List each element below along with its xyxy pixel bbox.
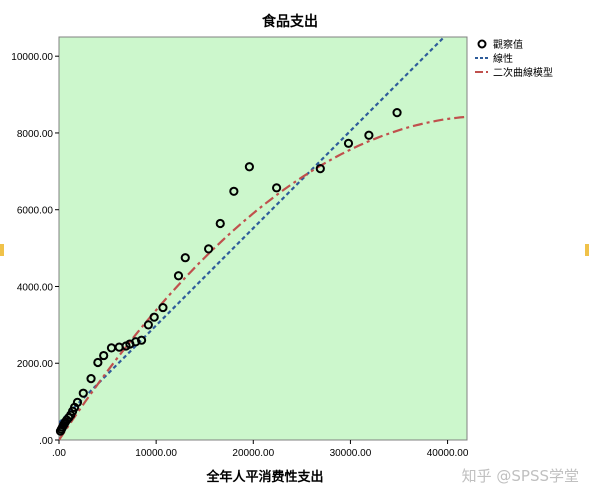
y-tick-label: 10000.00 [11,52,53,63]
data-point [149,312,159,322]
data-point [272,183,282,193]
legend-observed-marker [477,39,487,49]
linear-fit-line [59,37,446,424]
x-tick-label: 30000.00 [330,448,372,459]
data-point [392,108,402,118]
data-point [72,397,83,407]
legend-quadratic-label: 二次曲線模型 [493,66,553,79]
x-axis-label: 全年人平消费性支出 [205,469,323,485]
axes: .00 2000.00 4000.00 6000.00 8000.00 10000.00.… [11,52,469,459]
data-point [315,164,325,174]
edge-marker-left [0,244,4,256]
y-tick-label: 2000.00 [17,359,54,370]
y-tick-label: 4000.00 [17,282,54,293]
legend: 觀察值 線性 二次曲線模型 [475,38,553,79]
y-tick-label: .00 [39,436,53,447]
data-point [93,357,103,368]
x-tick-label: 20000.00 [232,448,274,459]
data-point [364,130,374,140]
legend-linear-label: 線性 [493,52,513,65]
data-point [180,253,190,263]
watermark: 知乎 @SPSS学堂 [461,467,579,485]
plot-area [58,36,468,441]
data-point [229,186,239,196]
edge-marker-right [585,244,589,256]
y-tick-label: 8000.00 [17,129,54,140]
data-points [55,108,402,436]
data-point [99,350,109,361]
data-point [143,320,153,330]
quadratic-fit-line [59,115,467,440]
data-point [136,335,147,345]
data-point [204,244,214,254]
data-point [86,373,96,384]
x-tick-label: 40000.00 [427,448,469,459]
chart-title: 食品支出 [262,13,318,30]
x-tick-label: .00 [52,448,66,459]
fit-lines [59,37,467,440]
data-point [173,271,184,281]
data-point [343,138,354,148]
data-point [78,388,88,398]
data-point [131,337,141,347]
y-tick-label: 6000.00 [17,206,54,217]
data-point [244,162,254,172]
data-point [215,218,225,229]
x-tick-label: 10000.00 [135,448,177,459]
legend-observed-label: 觀察值 [493,38,523,51]
data-point [158,302,168,313]
